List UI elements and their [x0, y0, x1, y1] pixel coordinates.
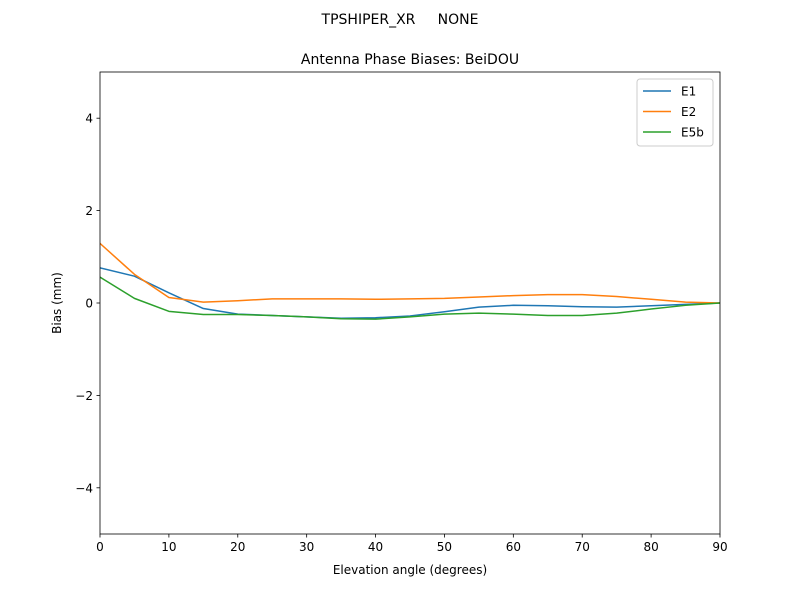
- x-tick-label: 20: [230, 540, 245, 554]
- y-tick-label: −4: [75, 481, 93, 495]
- series-line-e5b: [100, 276, 720, 320]
- legend-label-e5b: E5b: [681, 126, 704, 140]
- legend-label-e2: E2: [681, 105, 696, 119]
- series-line-e2: [100, 242, 720, 304]
- x-tick-label: 50: [437, 540, 452, 554]
- y-tick-label: 2: [85, 204, 93, 218]
- x-tick-label: 90: [712, 540, 727, 554]
- axes-frame: [99, 71, 721, 535]
- series-line-e1: [100, 267, 720, 319]
- legend-label-e1: E1: [681, 85, 696, 99]
- x-tick-label: 60: [506, 540, 521, 554]
- plot-area: 0 10 20 30 40 50 60 70 80 90 −4 −2 0 2 4 E1 E2 E5b: [75, 71, 728, 554]
- y-tick-label: −2: [75, 389, 93, 403]
- x-tick-label: 10: [161, 540, 176, 554]
- figure-suptitle: TPSHIPER_XR NONE: [321, 12, 479, 28]
- y-tick-label: 4: [85, 112, 93, 126]
- x-tick-label: 40: [368, 540, 383, 554]
- legend-box: [636, 78, 714, 147]
- x-tick-label: 70: [575, 540, 590, 554]
- x-axis-label: Elevation angle (degrees): [333, 563, 487, 577]
- chart-title: Antenna Phase Biases: BeiDOU: [301, 52, 519, 68]
- x-tick-label: 80: [643, 540, 658, 554]
- x-tick-label: 0: [96, 540, 104, 554]
- x-tick-label: 30: [299, 540, 314, 554]
- series-lines: [100, 242, 720, 320]
- y-tick-label: 0: [85, 297, 93, 311]
- y-axis-label: Bias (mm): [50, 272, 64, 334]
